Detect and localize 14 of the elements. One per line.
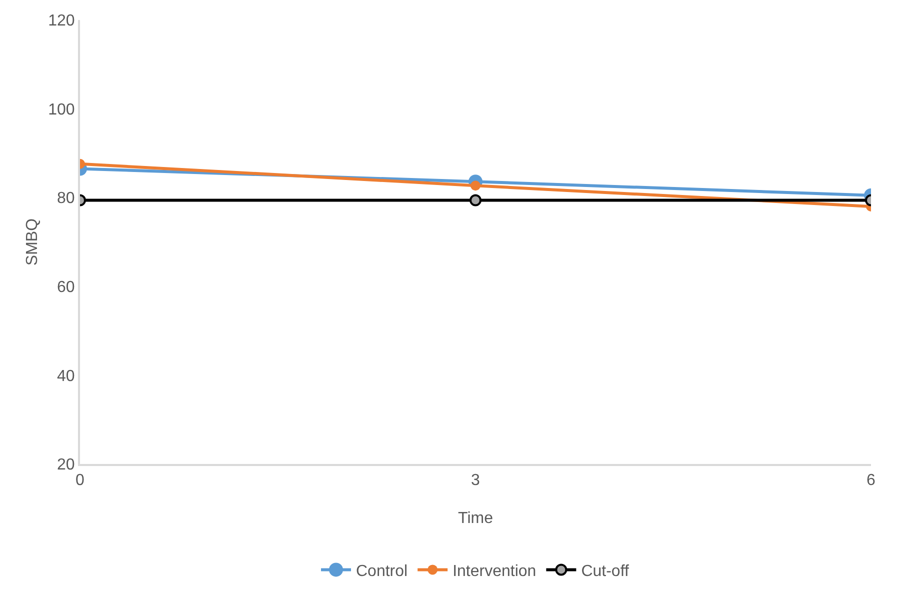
x-tick-label: 0 xyxy=(76,472,85,490)
y-tick-label: 100 xyxy=(48,101,75,118)
y-axis-title: SMBQ xyxy=(24,218,41,266)
x-axis-title: Time xyxy=(458,510,494,527)
y-tick-label: 20 xyxy=(57,456,75,474)
legend-label: Control xyxy=(356,562,408,580)
x-tick-label: 6 xyxy=(866,472,876,490)
y-tick-label: 120 xyxy=(48,12,75,30)
x-tick-label: 3 xyxy=(471,472,480,490)
legend-label: Cut-off xyxy=(581,562,630,580)
y-tick-label: 60 xyxy=(57,279,75,296)
legend-label: Intervention xyxy=(452,562,536,580)
y-tick-label: 40 xyxy=(57,368,75,385)
y-tick-label: 80 xyxy=(57,190,75,208)
